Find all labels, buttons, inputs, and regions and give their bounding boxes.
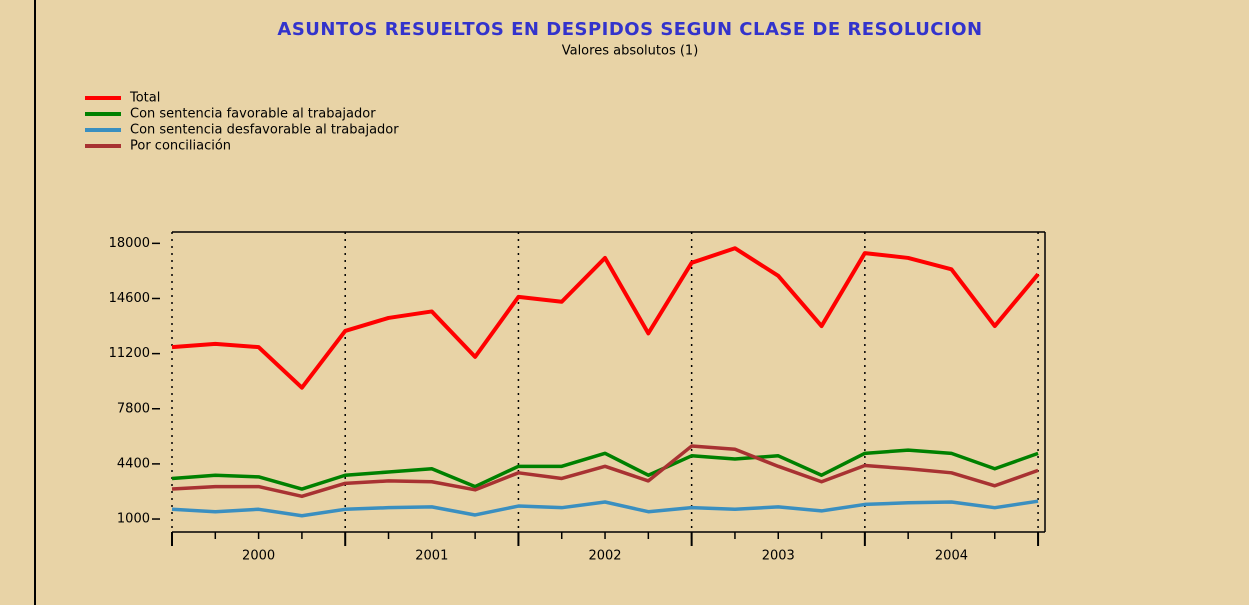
y-tick-label: 18000 <box>109 236 150 251</box>
y-tick-label: 1000 <box>117 512 150 527</box>
legend-label: Por conciliación <box>130 139 231 154</box>
chart-subtitle: Valores absolutos (1) <box>562 44 699 59</box>
y-tick-label: 11200 <box>109 346 150 361</box>
y-tick-label: 7800 <box>117 401 150 416</box>
y-tick-label: 14600 <box>109 291 150 306</box>
x-tick-label: 2002 <box>588 549 621 564</box>
y-tick-label: 4400 <box>117 456 150 471</box>
x-tick-label: 2003 <box>762 549 795 564</box>
series-line <box>171 444 1039 499</box>
legend-label: Total <box>129 91 160 106</box>
series-line <box>171 246 1040 390</box>
x-tick-label: 2001 <box>415 549 448 564</box>
series-line <box>171 499 1039 518</box>
x-tick-label: 2000 <box>242 549 275 564</box>
chart-title: ASUNTOS RESUELTOS EN DESPIDOS SEGUN CLAS… <box>277 19 982 40</box>
series-line <box>171 448 1039 491</box>
legend-label: Con sentencia favorable al trabajador <box>130 107 376 122</box>
x-tick-label: 2004 <box>935 549 968 564</box>
legend-label: Con sentencia desfavorable al trabajador <box>130 123 399 138</box>
